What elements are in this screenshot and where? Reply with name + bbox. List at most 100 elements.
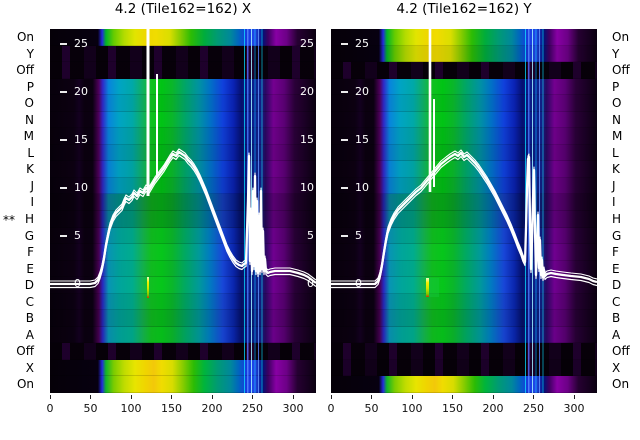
x-tick-mark xyxy=(130,395,132,399)
x-tick-label: 300 xyxy=(563,402,585,415)
x-tick-mark xyxy=(330,395,332,399)
row-label: E xyxy=(612,261,620,276)
y-tick-label: 5 xyxy=(355,229,362,242)
heatmap-panel-x: 25 25 20 20 15 15 10 10 5 5 0 0 xyxy=(50,29,316,393)
row-label: C xyxy=(25,294,34,309)
x-tick-mark xyxy=(573,395,575,399)
y-tick-label: 5 xyxy=(307,229,314,242)
y-tick-mark xyxy=(60,91,67,93)
y-tick-label: 20 xyxy=(300,85,314,98)
row-label: H xyxy=(612,211,622,226)
y-tick-label: 10 xyxy=(300,181,314,194)
row-label: F xyxy=(612,245,619,260)
row-label: Off xyxy=(612,63,630,78)
x-tick-mark xyxy=(292,395,294,399)
row-label: J xyxy=(30,178,34,193)
y-tick-label: 15 xyxy=(355,133,369,146)
x-tick-mark xyxy=(211,395,213,399)
row-label: A xyxy=(25,327,34,342)
row-label: G xyxy=(24,228,34,243)
beam-marker-line xyxy=(146,277,149,298)
x-tick-label: 50 xyxy=(83,402,98,415)
y-tick-mark xyxy=(60,139,67,141)
profile-curve xyxy=(331,29,597,289)
y-tick-mark xyxy=(341,43,348,45)
row-label: N xyxy=(612,112,621,127)
row-label: M xyxy=(612,129,623,144)
y-tick-label: 25 xyxy=(300,37,314,50)
row-label: A xyxy=(612,327,621,342)
x-tick-label: 200 xyxy=(201,402,223,415)
row-labels-left: On Y Off P O N M L K J I H G F E D C B A Off X On xyxy=(0,29,44,393)
row-label: On xyxy=(612,377,630,392)
x-tick-label: 50 xyxy=(364,402,379,415)
x-tick-mark xyxy=(252,395,253,399)
x-tick-mark xyxy=(371,395,372,399)
row-label: G xyxy=(612,228,622,243)
x-tick-label: 250 xyxy=(523,402,544,415)
y-tick-label: 0 xyxy=(307,277,314,290)
row-label: Y xyxy=(26,46,34,61)
y-tick-label: 15 xyxy=(74,133,88,146)
left-panel-title: 4.2 (Tile162=162) X xyxy=(114,1,252,17)
x-tick-mark xyxy=(452,395,453,399)
row-label: Off xyxy=(16,63,34,78)
row-label: D xyxy=(24,278,34,293)
x-axis-left: 0 50 100 150 200 250 300 xyxy=(47,393,316,425)
x-tick-label: 300 xyxy=(282,402,304,415)
row-label: Y xyxy=(612,46,620,61)
y-tick-label: 20 xyxy=(355,85,369,98)
x-tick-label: 250 xyxy=(242,402,263,415)
x-tick-mark xyxy=(90,395,91,399)
x-tick-mark xyxy=(411,395,413,399)
y-tick-label: 25 xyxy=(355,37,369,50)
row-label: I xyxy=(612,195,616,210)
y-tick-mark xyxy=(341,235,348,237)
row-label: K xyxy=(612,162,620,177)
x-tick-label: 100 xyxy=(401,402,423,415)
starred-row-marker: ** xyxy=(3,213,15,227)
y-tick-label: 10 xyxy=(355,181,369,194)
y-tick-mark xyxy=(341,91,348,93)
x-axis-right: 0 50 100 150 200 250 300 xyxy=(328,393,597,425)
x-tick-mark xyxy=(492,395,494,399)
x-tick-label: 200 xyxy=(482,402,504,415)
row-label: D xyxy=(612,278,622,293)
row-label: B xyxy=(25,311,34,326)
row-label: On xyxy=(16,30,34,44)
profile-curve xyxy=(50,29,316,289)
row-label: On xyxy=(612,30,630,44)
x-tick-mark xyxy=(49,395,51,399)
y-tick-mark xyxy=(60,187,67,189)
x-tick-label: 100 xyxy=(120,402,142,415)
y-tick-label: 10 xyxy=(74,181,88,194)
x-tick-mark xyxy=(171,395,172,399)
beam-marker-patch xyxy=(428,278,439,297)
x-tick-label: 0 xyxy=(327,402,335,415)
y-tick-mark xyxy=(60,235,67,237)
row-label: C xyxy=(612,294,621,309)
y-tick-mark xyxy=(341,187,348,189)
row-label: P xyxy=(612,79,620,94)
y-tick-mark xyxy=(60,43,67,45)
y-tick-label: 20 xyxy=(74,85,88,98)
y-tick-label: 25 xyxy=(74,37,88,50)
row-label: X xyxy=(25,360,34,375)
row-label: X xyxy=(612,360,621,375)
row-label: B xyxy=(612,311,621,326)
row-label: L xyxy=(612,145,619,160)
row-label: P xyxy=(26,79,34,94)
row-label: M xyxy=(23,129,34,144)
row-label: I xyxy=(30,195,34,210)
row-label: On xyxy=(16,377,34,392)
beam-marker-line xyxy=(426,278,429,297)
row-label: L xyxy=(27,145,34,160)
y-tick-label: 15 xyxy=(300,133,314,146)
x-tick-label: 150 xyxy=(442,402,463,415)
heatmap-panel-y: 25 20 15 10 5 0 xyxy=(331,29,597,393)
right-panel-title: 4.2 (Tile162=162) Y xyxy=(396,1,532,17)
row-label: F xyxy=(27,245,34,260)
row-label: E xyxy=(26,261,34,276)
row-label: H xyxy=(24,211,34,226)
